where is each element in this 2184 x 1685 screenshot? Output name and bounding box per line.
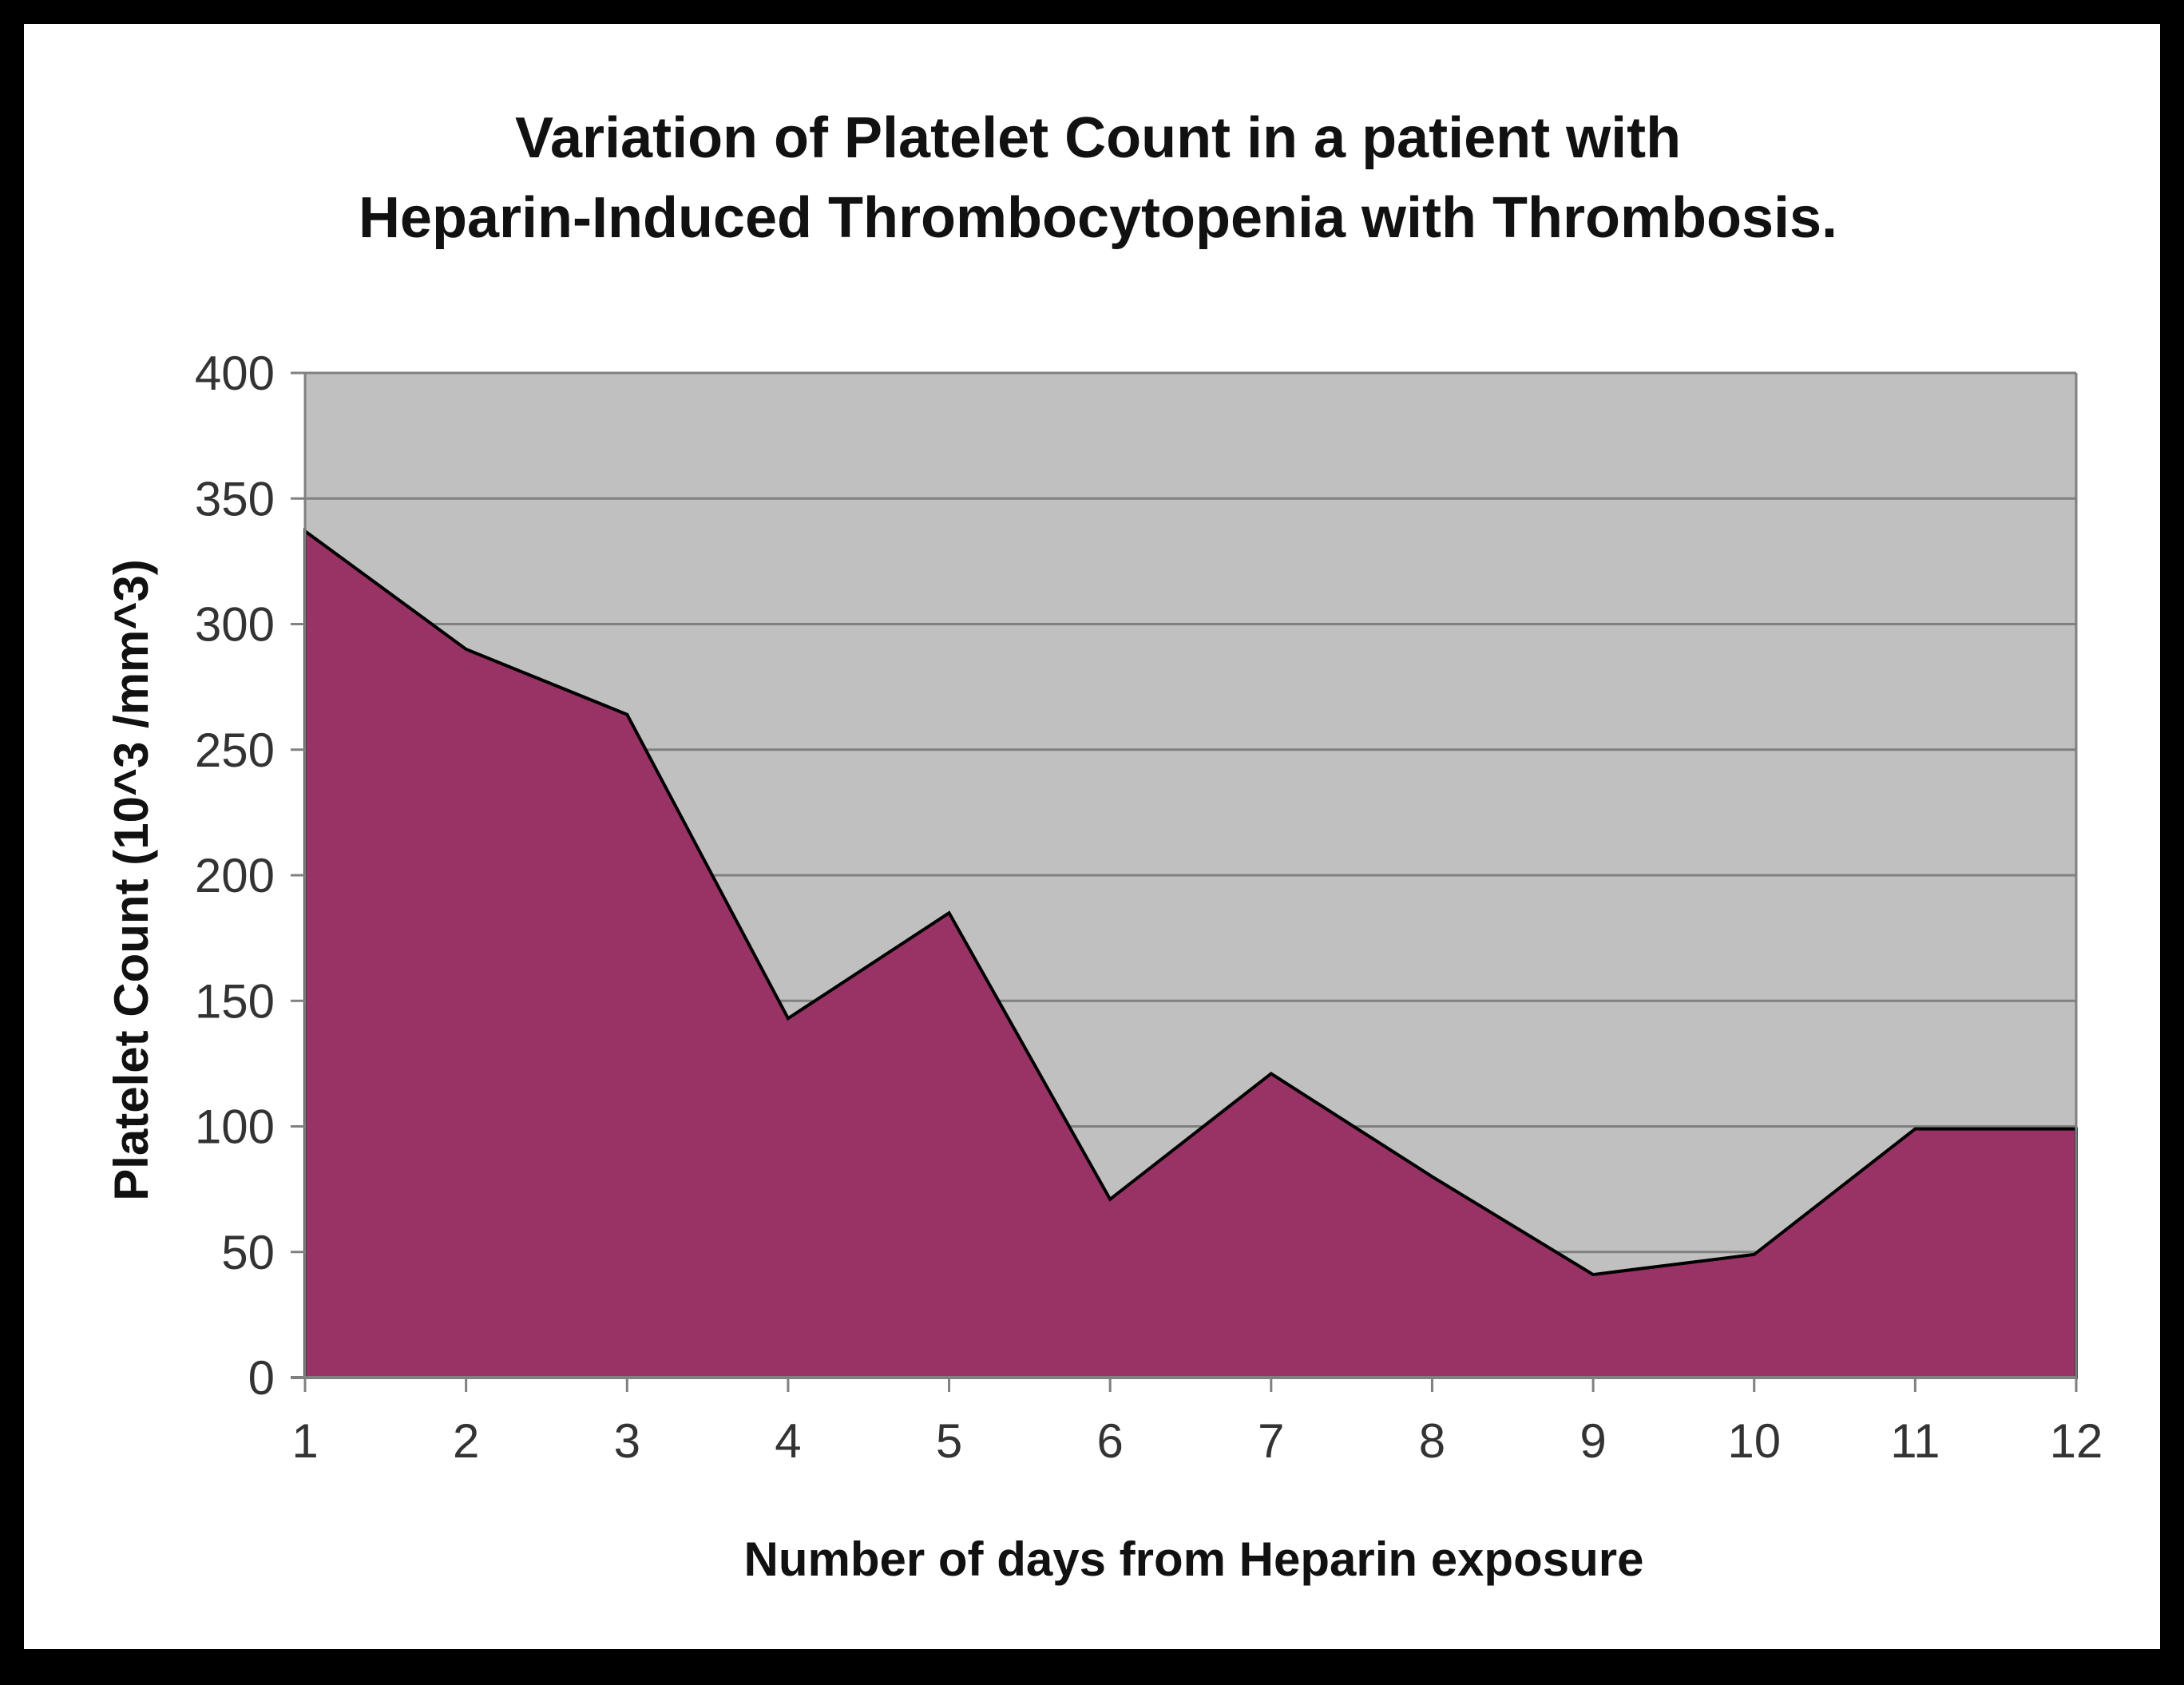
axes [291,371,2078,1392]
x-tick-label: 6 [1096,1414,1123,1468]
x-tick-label: 9 [1580,1414,1606,1468]
y-tick-label: 250 [195,724,275,777]
y-tick-label: 0 [248,1351,275,1405]
y-tick-label: 350 [195,472,275,525]
platelet-count-area [303,528,2078,1379]
chart-title-line-1: Variation of Platelet Count in a patient… [515,106,1681,170]
x-axis-title: Number of days from Heparin exposure [744,1532,1644,1586]
x-tick-labels: 1 2 3 4 5 6 7 8 9 10 11 12 [291,1414,2103,1468]
x-tick-label: 1 [291,1414,318,1468]
y-tick-label: 400 [195,347,275,400]
x-tick-label: 2 [453,1414,479,1468]
y-tick-label: 150 [195,974,275,1028]
y-axis-title: Platelet Count (10^3 /mm^3) [105,559,158,1201]
x-tick-label: 12 [2050,1414,2103,1468]
chart-title-line-2: Heparin-Induced Thrombocytopenia with Th… [359,186,1837,250]
y-tick-labels: 0 50 100 150 200 250 300 350 400 [195,347,275,1405]
area-chart: Variation of Platelet Count in a patient… [105,106,2103,1586]
y-tick-label: 200 [195,849,275,902]
x-tick-label: 11 [1890,1414,1940,1468]
x-tick-label: 4 [775,1414,801,1468]
x-tick-label: 8 [1419,1414,1445,1468]
x-tick-label: 7 [1258,1414,1284,1468]
x-tick-label: 3 [614,1414,640,1468]
x-tick-label: 10 [1727,1414,1781,1468]
y-tick-label: 300 [195,598,275,652]
x-tick-label: 5 [936,1414,962,1468]
y-tick-label: 50 [221,1226,275,1279]
y-tick-label: 100 [195,1100,275,1154]
chart-frame: Variation of Platelet Count in a patient… [24,24,2160,1649]
